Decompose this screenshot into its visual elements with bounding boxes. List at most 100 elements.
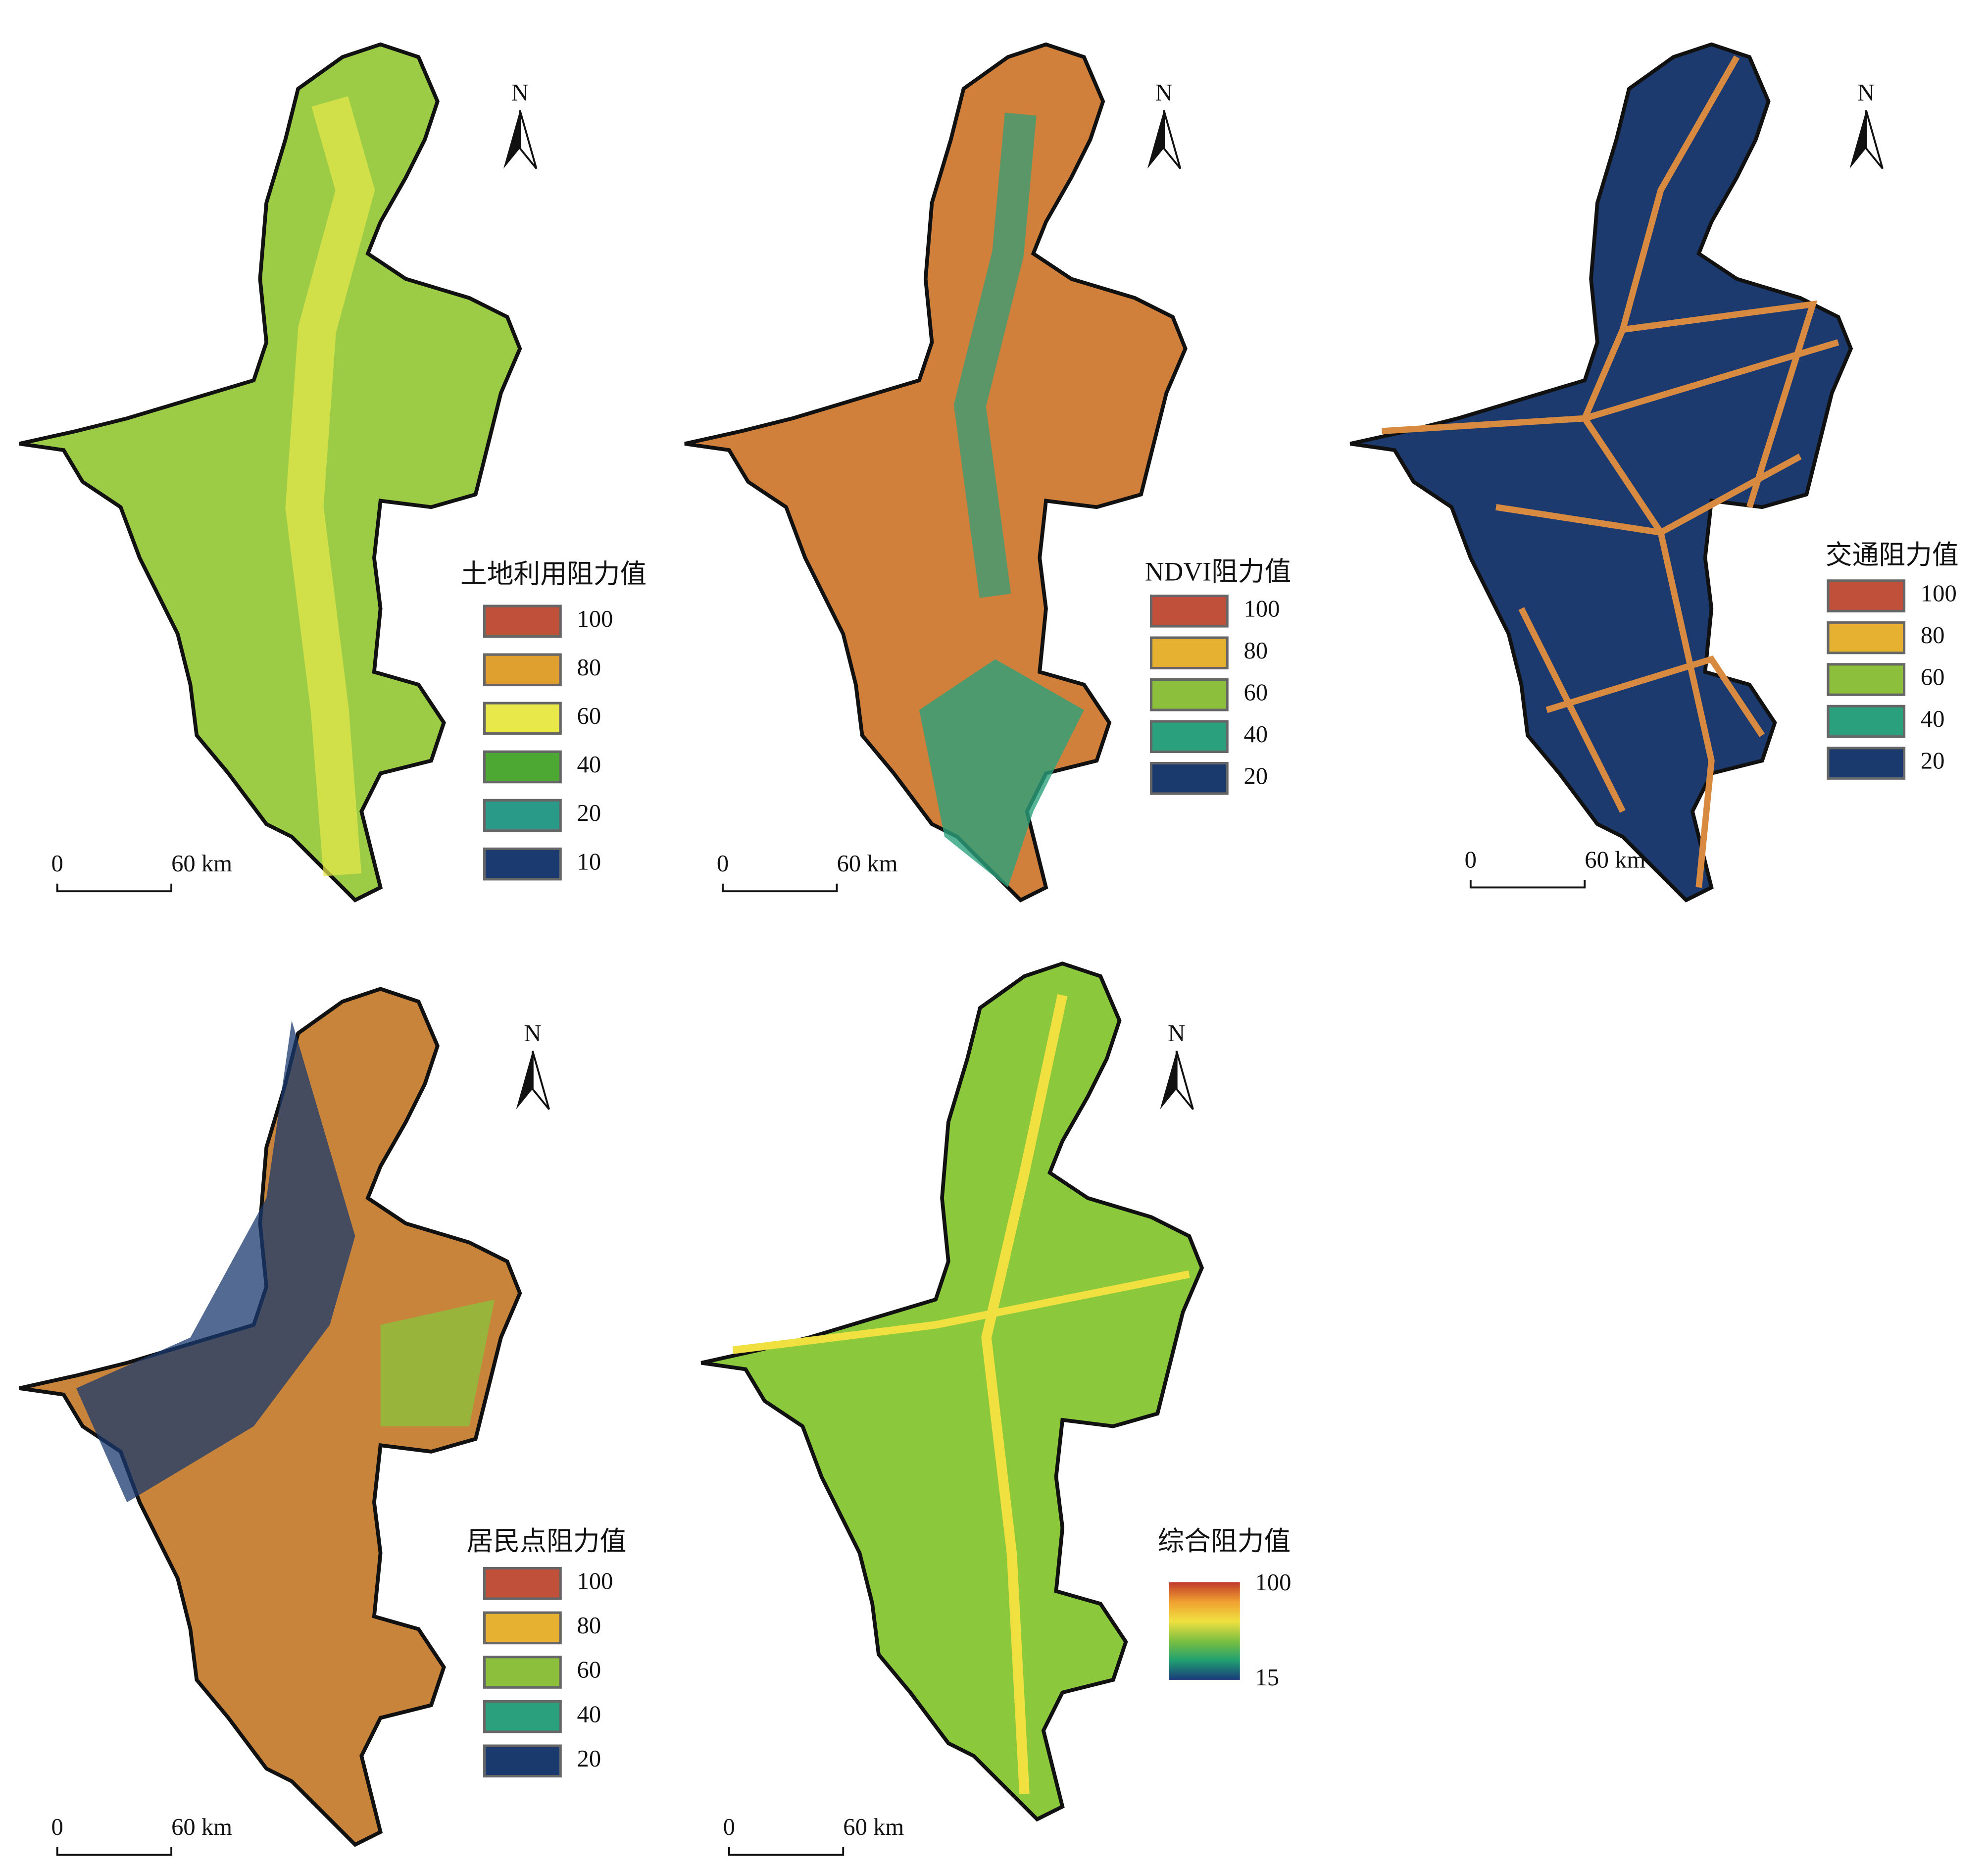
legend-swatch [483,1656,562,1689]
legend-label: 40 [577,751,601,778]
legend-swatch [1827,705,1906,738]
scale-bar [1469,880,1586,889]
panel-annotations: N 0 60 km NDVI阻力值 100 80 60 40 20 [717,79,1292,893]
legend-swatch [483,653,562,687]
north-arrow [1865,110,1884,169]
legend-label: 80 [1243,637,1268,664]
north-arrow [1147,110,1164,169]
scale-end: 60 km [1585,846,1645,873]
legend-title: NDVI阻力值 [1145,556,1292,586]
north-arrow [531,1051,550,1110]
legend-label: 20 [577,1745,601,1772]
map-3 [1350,45,1851,900]
legend-label: 100 [577,606,613,632]
north-arrow [1160,1051,1177,1110]
legend-label: 40 [577,1701,601,1727]
texture [380,1299,495,1426]
legend-label: 20 [1243,762,1268,789]
legend-swatch [483,1744,562,1778]
scale-end: 60 km [837,850,897,877]
legend-title: 土地利用阻力值 [460,559,646,589]
scale-end: 60 km [843,1814,904,1840]
legend-label: 100 [577,1567,613,1594]
north-arrow [1175,1051,1194,1110]
texture [732,1270,1190,1354]
legend-label: 80 [577,1612,601,1639]
legend-label: 60 [1243,679,1268,706]
scale-start: 0 [51,850,63,877]
roads [1382,55,1839,888]
north-arrow [516,1051,533,1110]
texture [285,96,375,876]
legend-label: 60 [1921,664,1945,691]
legend-label: 80 [1921,622,1945,649]
legend-ramp [1169,1582,1240,1680]
legend-label: 40 [1921,706,1945,732]
north-arrow [503,110,520,169]
scale-bar [728,1847,845,1856]
scale-end: 60 km [171,850,232,877]
legend-swatch [1149,594,1229,628]
legend-max: 100 [1255,1569,1291,1596]
legend-swatch [483,1700,562,1733]
panel-annotations: N 0 60 km 交通阻力值 100 80 60 40 20 [1465,79,1959,889]
legend-swatch [1149,678,1229,711]
legend-swatch [1149,761,1229,795]
legend-swatch [483,799,562,832]
legend-swatch [483,1611,562,1645]
texture [953,112,1037,598]
legend-swatch [1149,636,1229,670]
scale-bar [722,883,838,893]
legend-label: 10 [577,848,601,875]
scale-start: 0 [717,850,729,877]
map-4 [19,989,520,1844]
legend-swatch [483,750,562,784]
legend-label: 80 [577,654,601,681]
scale-bar [56,883,173,893]
panel-annotations: N 0 60 km 综合阻力值 100 15 [723,1020,1291,1856]
legend-swatch [483,847,562,881]
legend-swatch [1827,747,1906,780]
texture [981,994,1068,1794]
region [19,45,520,900]
legend-label: 100 [1921,580,1957,607]
legend-swatch [1827,663,1906,696]
scale-start: 0 [51,1814,63,1840]
north-arrow [519,110,538,169]
legend-label: 100 [1243,595,1280,622]
legend-swatch [1149,720,1229,754]
panel-annotations: N 0 60 km 土地利用阻力值 100 80 60 40 20 10 [51,79,646,893]
scale-end: 60 km [171,1814,232,1840]
scale-bar [56,1847,173,1856]
legend-title: 综合阻力值 [1157,1526,1291,1556]
legend-title: 居民点阻力值 [467,1526,627,1556]
scale-start: 0 [1465,846,1477,873]
scale-start: 0 [723,1814,735,1840]
texture [76,1020,355,1503]
legend-swatch [483,702,562,735]
legend-swatch [1827,579,1906,612]
north-label: N [511,79,529,106]
north-label: N [524,1020,541,1047]
legend-label: 40 [1243,721,1268,748]
north-label: N [1857,79,1875,106]
legend-label: 20 [1921,748,1945,774]
legend-label: 60 [577,1657,601,1683]
texture [919,659,1084,888]
map-1 [19,45,520,900]
north-label: N [1155,79,1173,106]
panel-annotations: N 0 60 km 居民点阻力值 100 80 60 40 20 [51,1020,627,1856]
north-arrow [1849,110,1866,169]
map-5 [701,963,1201,1819]
map-2 [685,45,1185,900]
legend-label: 60 [577,703,601,729]
legend-swatch [483,605,562,638]
legend-label: 20 [577,800,601,826]
legend-swatch [483,1567,562,1600]
region [701,963,1201,1819]
legend-title: 交通阻力值 [1826,540,1959,570]
north-label: N [1168,1020,1185,1047]
north-arrow [1163,110,1182,169]
legend-min: 15 [1255,1664,1279,1691]
